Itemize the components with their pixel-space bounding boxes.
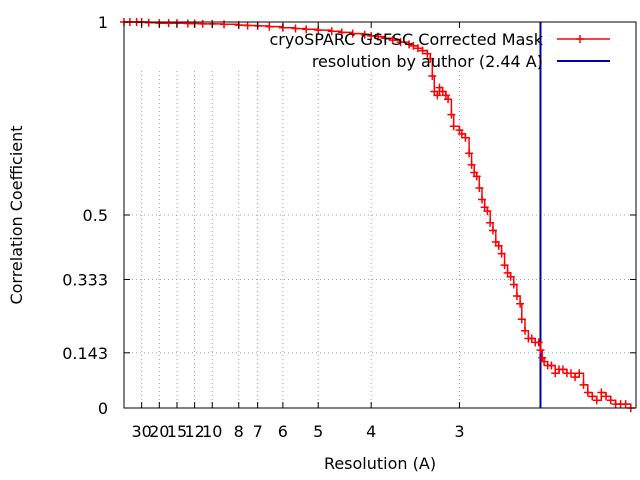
- fsc-data-point: [575, 369, 584, 378]
- x-tick-label: 10: [202, 422, 222, 441]
- x-tick-label: 4: [366, 422, 376, 441]
- fsc-data-point: [517, 315, 526, 324]
- legend-label-author-resolution: resolution by author (2.44 A): [312, 52, 543, 71]
- fsc-data-point: [551, 369, 560, 378]
- fsc-data-point: [144, 18, 153, 27]
- fsc-data-point: [198, 19, 207, 28]
- fsc-data-point: [373, 32, 382, 41]
- fsc-data-point: [265, 22, 274, 31]
- fsc-data-point: [467, 160, 476, 169]
- fsc-curve-group: [120, 18, 635, 412]
- fsc-data-point: [447, 110, 456, 119]
- fsc-data-point: [426, 54, 435, 63]
- fsc-data-point: [621, 400, 630, 409]
- fsc-data-point: [583, 388, 592, 397]
- y-axis-label: Correlation Coefficient: [7, 125, 26, 304]
- fsc-data-point: [540, 357, 549, 366]
- fsc-data-point: [558, 365, 567, 374]
- fsc-data-point: [367, 31, 376, 40]
- fsc-data-point: [606, 396, 615, 405]
- x-axis-label: Resolution (A): [324, 454, 436, 473]
- legend-marker-fsc: [576, 35, 584, 43]
- fsc-data-point: [571, 373, 580, 382]
- fsc-data-point: [592, 396, 601, 405]
- fsc-data-point: [433, 91, 442, 100]
- x-tick-label: 12: [184, 422, 204, 441]
- fsc-data-point: [183, 19, 192, 28]
- x-tick-label: 20: [149, 422, 169, 441]
- fsc-data-point: [483, 207, 492, 216]
- fsc-data-point: [512, 292, 521, 301]
- fsc-data-point: [444, 95, 453, 104]
- y-tick-label: 0: [98, 399, 108, 418]
- x-tick-label: 8: [234, 422, 244, 441]
- fsc-data-point: [521, 326, 530, 335]
- x-tick-label: 3: [454, 422, 464, 441]
- fsc-data-point: [566, 369, 575, 378]
- axis-ticks: [124, 21, 636, 409]
- x-tick-label: 7: [253, 422, 263, 441]
- x-tick-label: 6: [278, 422, 288, 441]
- fsc-data-point: [477, 195, 486, 204]
- fsc-data-point: [423, 49, 432, 58]
- fsc-data-point: [405, 40, 414, 49]
- fsc-data-point: [602, 392, 611, 401]
- fsc-data-point: [497, 249, 506, 258]
- fsc-data-point: [337, 28, 346, 37]
- fsc-data-point: [475, 183, 484, 192]
- fsc-data-point: [486, 218, 495, 227]
- y-tick-label: 0.333: [62, 270, 108, 289]
- y-tick-label: 0.143: [62, 344, 108, 363]
- fsc-data-point: [509, 280, 518, 289]
- fsc-data-point: [500, 261, 509, 270]
- fsc-data-point: [243, 21, 252, 30]
- fsc-data-point: [428, 72, 437, 81]
- fsc-data-point: [449, 122, 458, 131]
- fsc-data-point: [488, 226, 497, 235]
- fsc-data-point: [396, 38, 405, 47]
- x-tick-label: 15: [167, 422, 187, 441]
- fsc-data-point: [506, 272, 515, 281]
- y-tick-label: 1: [98, 13, 108, 32]
- x-tick-label: 30: [131, 422, 151, 441]
- fsc-data-point: [388, 36, 397, 45]
- fsc-data-point: [516, 299, 525, 308]
- fsc-data-point: [348, 29, 357, 38]
- legend-label-fsc: cryoSPARC GSFSC Corrected Mask: [269, 30, 543, 49]
- fsc-data-point: [164, 19, 173, 28]
- fsc-data-point: [327, 27, 336, 36]
- y-tick-label: 0.5: [83, 206, 108, 225]
- fsc-data-point: [534, 338, 543, 347]
- fsc-data-point: [472, 172, 481, 181]
- fsc-data-point: [418, 46, 427, 55]
- fsc-data-point: [527, 334, 536, 343]
- fsc-data-point: [457, 129, 466, 138]
- fsc-data-point: [579, 380, 588, 389]
- fsc-data-point: [465, 149, 474, 158]
- fsc-data-point: [413, 44, 422, 53]
- fsc-data-point: [291, 24, 300, 33]
- fsc-data-point: [588, 392, 597, 401]
- fsc-data-point: [381, 34, 390, 43]
- fsc-data-point: [302, 25, 311, 34]
- x-tick-label: 5: [313, 422, 323, 441]
- fsc-data-point: [409, 41, 418, 50]
- fsc-data-point: [547, 361, 556, 370]
- fsc-data-point: [494, 241, 503, 250]
- fsc-data-point: [360, 30, 369, 39]
- fsc-data-point: [461, 133, 470, 142]
- y-tick-labels: 0 0.143 0.333 0.5 1: [62, 13, 108, 418]
- legend: cryoSPARC GSFSC Corrected Mask resolutio…: [269, 30, 610, 71]
- fsc-data-point: [597, 388, 606, 397]
- fsc-data-point: [538, 353, 547, 362]
- grid-lines: [124, 70, 636, 408]
- fsc-data-point: [536, 346, 545, 355]
